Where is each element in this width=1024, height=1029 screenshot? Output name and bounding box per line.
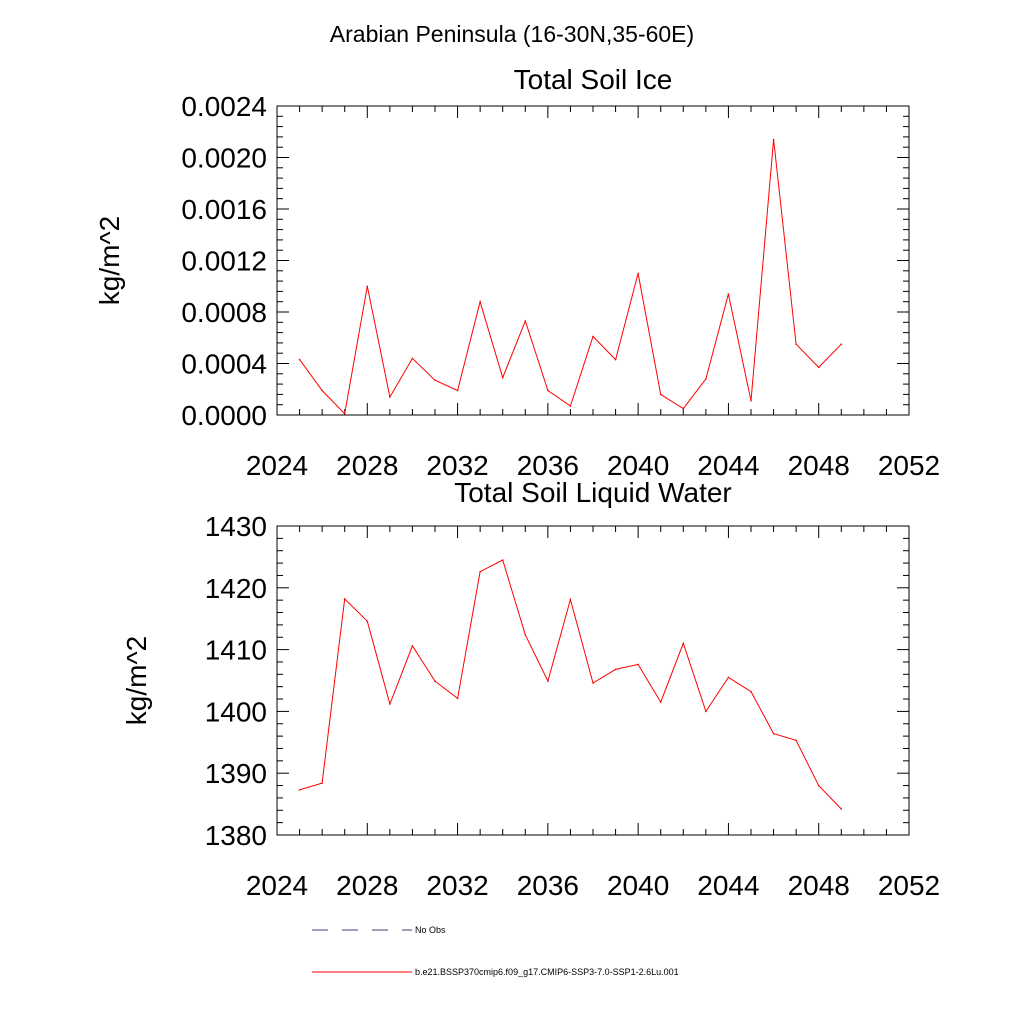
x-tick-label: 2028 bbox=[336, 870, 398, 901]
data-point bbox=[750, 400, 752, 402]
chart-panel-1: Total Soil Ice kg/m^2 2024 2028 2032 2036 2040… bbox=[94, 64, 940, 481]
y-tick-label: 0.0008 bbox=[181, 297, 267, 328]
data-point bbox=[479, 570, 481, 573]
x-tick-label: 2024 bbox=[246, 450, 308, 481]
y-tick-label: 0.0016 bbox=[181, 194, 267, 225]
y-tick-label: 0.0024 bbox=[181, 91, 267, 122]
data-point bbox=[298, 789, 301, 791]
data-point bbox=[705, 710, 707, 713]
data-point bbox=[750, 690, 752, 693]
x-tick-label: 2052 bbox=[878, 870, 940, 901]
y-tick-label: 0.0012 bbox=[181, 246, 267, 277]
data-point bbox=[389, 703, 391, 705]
y-tick-label: 1410 bbox=[205, 635, 267, 666]
data-point bbox=[659, 393, 662, 396]
data-point bbox=[321, 389, 323, 392]
data-point bbox=[434, 379, 436, 382]
x-tick-label: 2036 bbox=[517, 450, 579, 481]
data-point bbox=[366, 285, 369, 288]
x-tick-label: 2032 bbox=[426, 450, 488, 481]
data-point bbox=[637, 663, 639, 666]
data-point bbox=[411, 357, 414, 360]
page-title: Arabian Peninsula (16-30N,35-60E) bbox=[330, 21, 694, 47]
x-tick-label: 2052 bbox=[878, 450, 940, 481]
x-tick-label: 2024 bbox=[246, 870, 308, 901]
data-point bbox=[456, 389, 459, 392]
legend: No Obs b.e21.BSSP370cmip6.f09_g17.CMIP6-S… bbox=[312, 925, 679, 977]
data-point bbox=[547, 680, 549, 682]
x-tick-label: 2044 bbox=[697, 450, 759, 481]
data-point bbox=[524, 634, 527, 636]
x-tick-label: 2048 bbox=[788, 870, 850, 901]
y-tick-label: 1430 bbox=[205, 511, 267, 542]
data-point bbox=[614, 668, 617, 671]
data-point bbox=[772, 138, 775, 141]
data-point bbox=[592, 682, 594, 684]
y-tick-label: 1390 bbox=[205, 758, 267, 789]
y-tick-label: 1380 bbox=[205, 820, 267, 851]
data-point bbox=[547, 389, 549, 392]
data-point bbox=[569, 405, 572, 407]
y-tick-label: 0.0020 bbox=[181, 143, 267, 174]
y-tick-label: 0.0004 bbox=[181, 349, 267, 380]
data-point bbox=[817, 784, 820, 787]
chart-title: Total Soil Ice bbox=[514, 64, 673, 95]
data-point bbox=[389, 396, 391, 398]
data-point bbox=[434, 680, 436, 682]
panels: Total Soil Ice kg/m^2 2024 2028 2032 2036 2040… bbox=[94, 64, 940, 901]
data-point bbox=[321, 782, 323, 784]
y-axis-label: kg/m^2 bbox=[121, 636, 152, 725]
series-line bbox=[299, 139, 842, 415]
data-point bbox=[411, 645, 414, 647]
x-tick-label: 2040 bbox=[607, 450, 669, 481]
x-tick-label: 2044 bbox=[697, 870, 759, 901]
data-point bbox=[682, 642, 685, 645]
data-point bbox=[795, 739, 797, 742]
chart-panel-2: Total Soil Liquid Water kg/m^2 2024 2028 203… bbox=[121, 477, 940, 901]
data-point bbox=[343, 412, 346, 415]
data-point bbox=[705, 378, 707, 380]
y-tick-label: 1400 bbox=[205, 696, 267, 727]
data-point bbox=[479, 300, 481, 303]
x-tick-label: 2040 bbox=[607, 870, 669, 901]
legend-label: No Obs bbox=[415, 925, 446, 935]
x-tick-label: 2028 bbox=[336, 450, 398, 481]
data-point bbox=[501, 559, 504, 561]
data-point bbox=[682, 407, 685, 410]
legend-label: b.e21.BSSP370cmip6.f09_g17.CMIP6-SSP3-7.… bbox=[415, 967, 679, 977]
series-line bbox=[299, 559, 842, 810]
data-point bbox=[637, 272, 639, 275]
data-point bbox=[524, 320, 527, 322]
chart-title: Total Soil Liquid Water bbox=[454, 477, 732, 508]
data-point bbox=[817, 366, 820, 369]
data-point bbox=[366, 620, 369, 622]
data-point bbox=[659, 701, 662, 703]
y-tick-label: 0.0000 bbox=[181, 400, 267, 431]
data-point bbox=[772, 732, 775, 735]
data-point bbox=[501, 376, 504, 379]
plot-frame bbox=[276, 105, 910, 416]
data-point bbox=[592, 335, 594, 338]
x-tick-label: 2036 bbox=[517, 870, 579, 901]
data-point bbox=[727, 676, 730, 679]
x-tick-label: 2032 bbox=[426, 870, 488, 901]
x-tick-label: 2048 bbox=[788, 450, 850, 481]
data-point bbox=[727, 293, 730, 295]
data-point bbox=[840, 808, 843, 810]
data-point bbox=[298, 358, 301, 361]
data-point bbox=[840, 343, 843, 346]
y-axis-label: kg/m^2 bbox=[94, 216, 125, 305]
plot-frame bbox=[276, 525, 910, 836]
data-point bbox=[569, 598, 572, 601]
data-point bbox=[795, 343, 797, 346]
y-tick-label: 1420 bbox=[205, 573, 267, 604]
data-point bbox=[614, 358, 617, 361]
data-point bbox=[456, 697, 459, 700]
data-point bbox=[343, 598, 346, 600]
